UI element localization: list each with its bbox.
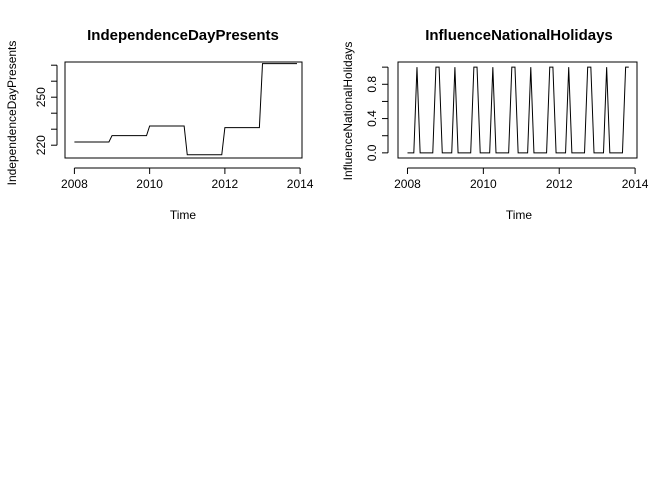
plot-frame: [397, 61, 638, 159]
y-tick-label: 220: [34, 135, 48, 155]
chart-title: InfluenceNationalHolidays: [425, 27, 613, 44]
x-axis-label: Time: [170, 208, 197, 222]
y-axis: 220 250: [34, 64, 58, 155]
plot-frame: [64, 61, 303, 159]
x-axis: 2008 2010 2012 2014: [394, 167, 649, 191]
x-tick-label: 2008: [61, 177, 88, 191]
x-tick-label: 2014: [622, 177, 649, 191]
y-tick-label: 250: [34, 87, 48, 107]
x-tick-label: 2010: [470, 177, 497, 191]
x-tick-label: 2012: [212, 177, 239, 191]
chart-title: IndependenceDayPresents: [87, 27, 279, 44]
x-tick-label: 2014: [287, 177, 314, 191]
y-tick-label: 0.8: [365, 76, 379, 93]
x-axis: 2008 2010 2012 2014: [61, 167, 314, 191]
x-tick-label: 2010: [136, 177, 163, 191]
y-tick-label: 0.4: [365, 110, 379, 127]
series-line: [74, 63, 297, 156]
chart-panel-left: IndependenceDayPresents Time Independenc…: [5, 27, 314, 222]
chart-panel-right: InfluenceNationalHolidays Time Influence…: [341, 27, 649, 222]
y-axis-label: InfluenceNationalHolidays: [341, 42, 355, 181]
y-tick-label: 0.0: [365, 144, 379, 161]
x-tick-label: 2012: [546, 177, 573, 191]
x-tick-label: 2008: [394, 177, 421, 191]
y-axis: 0.0 0.4 0.8: [365, 66, 389, 161]
series-line: [407, 66, 629, 154]
y-axis-label: IndependenceDayPresents: [5, 41, 19, 186]
x-axis-label: Time: [506, 208, 533, 222]
